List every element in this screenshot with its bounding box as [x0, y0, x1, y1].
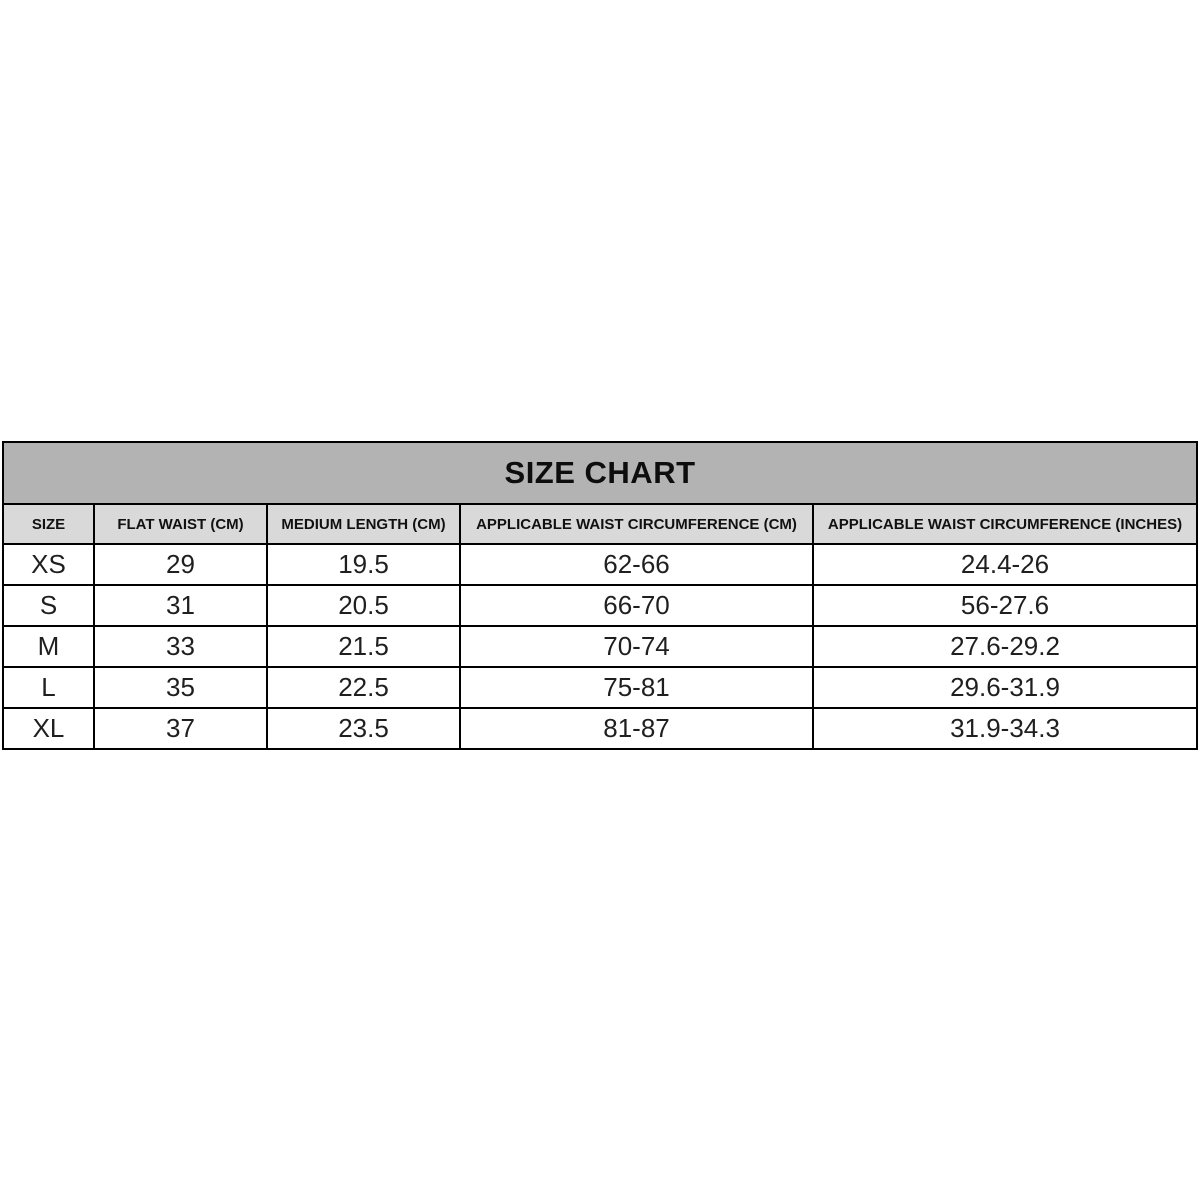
cell-waist-cm: 81-87: [459, 707, 814, 750]
column-header-waist-inches: APPLICABLE WAIST CIRCUMFERENCE (INCHES): [811, 503, 1199, 545]
cell-flat-waist: 35: [93, 666, 268, 709]
cell-size: S: [2, 584, 95, 627]
cell-flat-waist: 29: [93, 543, 268, 586]
cell-flat-waist: 33: [93, 625, 268, 668]
cell-waist-cm: 66-70: [459, 584, 814, 627]
column-header-waist-cm: APPLICABLE WAIST CIRCUMFERENCE (CM): [459, 503, 814, 545]
cell-medium-length: 20.5: [266, 584, 461, 627]
table-row-xl: XL 37 23.5 81-87 31.9-34.3: [2, 707, 1199, 750]
table-row-s: S 31 20.5 66-70 56-27.6: [2, 584, 1199, 627]
cell-size: XS: [2, 543, 95, 586]
header-row: SIZE FLAT WAIST (CM) MEDIUM LENGTH (CM) …: [2, 503, 1199, 545]
cell-medium-length: 19.5: [266, 543, 461, 586]
cell-waist-inches: 27.6-29.2: [811, 625, 1199, 668]
cell-waist-inches: 56-27.6: [811, 584, 1199, 627]
cell-size: XL: [2, 707, 95, 750]
column-header-flat-waist: FLAT WAIST (CM): [93, 503, 268, 545]
column-header-medium-length: MEDIUM LENGTH (CM): [266, 503, 461, 545]
cell-waist-inches: 29.6-31.9: [811, 666, 1199, 709]
size-chart-table: SIZE CHART SIZE FLAT WAIST (CM) MEDIUM L…: [1, 441, 1199, 750]
cell-waist-inches: 31.9-34.3: [811, 707, 1199, 750]
cell-medium-length: 22.5: [266, 666, 461, 709]
cell-flat-waist: 31: [93, 584, 268, 627]
table-row-m: M 33 21.5 70-74 27.6-29.2: [2, 625, 1199, 668]
size-chart-section: SIZE CHART SIZE FLAT WAIST (CM) MEDIUM L…: [1, 441, 1199, 750]
cell-size: M: [2, 625, 95, 668]
table-row-l: L 35 22.5 75-81 29.6-31.9: [2, 666, 1199, 709]
title-row: SIZE CHART: [1, 441, 1199, 505]
cell-size: L: [2, 666, 95, 709]
cell-waist-cm: 70-74: [459, 625, 814, 668]
cell-medium-length: 23.5: [266, 707, 461, 750]
column-header-size: SIZE: [2, 503, 95, 545]
table-row-xs: XS 29 19.5 62-66 24.4-26: [2, 543, 1199, 586]
cell-medium-length: 21.5: [266, 625, 461, 668]
cell-waist-cm: 75-81: [459, 666, 814, 709]
cell-waist-inches: 24.4-26: [811, 543, 1199, 586]
cell-waist-cm: 62-66: [459, 543, 814, 586]
size-chart-title: SIZE CHART: [1, 441, 1199, 505]
cell-flat-waist: 37: [93, 707, 268, 750]
